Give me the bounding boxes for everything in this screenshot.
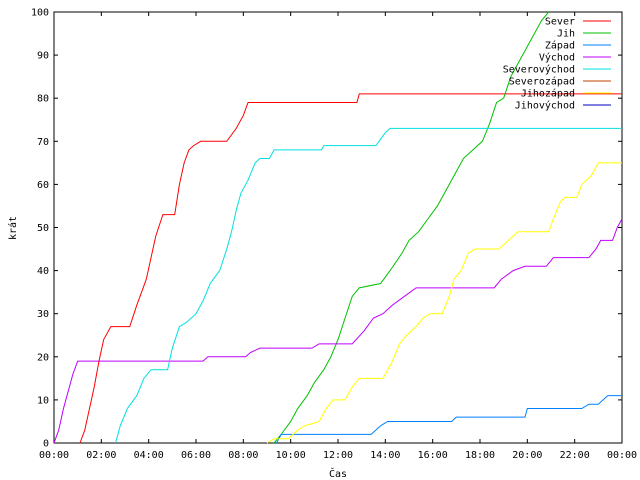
x-tick-label: 16:00 [418, 450, 448, 461]
legend: SeverJihZápadVýchodSeverovýchodSeverozáp… [503, 17, 611, 112]
legend-entry-label: Severovýchod [503, 64, 575, 76]
y-tick-label: 50 [37, 223, 49, 234]
x-tick-label: 14:00 [370, 450, 400, 461]
legend-entry-label: Severozápad [509, 76, 575, 88]
y-axis: 0 10 20 30 40 50 60 70 80 90 100 [31, 8, 622, 450]
y-tick-label: 60 [37, 180, 49, 191]
y-tick-label: 80 [37, 94, 49, 105]
x-tick-label: 06:00 [181, 450, 211, 461]
x-tick-label: 00:00 [39, 450, 69, 461]
series-line [266, 162, 622, 444]
y-tick-label: 10 [37, 395, 49, 406]
series-layer [53, 11, 623, 444]
series-line [115, 127, 622, 444]
legend-entry-label: Jihozápad [521, 88, 575, 100]
x-tick-label: 12:00 [323, 450, 353, 461]
x-tick-label: 10:00 [276, 450, 306, 461]
legend-entry-label: Jihovýchod [515, 100, 575, 112]
x-tick-label: 18:00 [465, 450, 495, 461]
x-tick-label: 00:00 [607, 450, 637, 461]
y-axis-label: krát [7, 216, 19, 240]
x-tick-label: 20:00 [512, 450, 542, 461]
series-line [79, 93, 622, 444]
x-tick-label: 02:00 [86, 450, 116, 461]
x-axis: 00:00 02:00 04:00 06:00 08:00 10:00 12:00 14:00… [39, 12, 637, 461]
y-tick-label: 90 [37, 51, 49, 62]
x-tick-label: 04:00 [134, 450, 164, 461]
legend-entry-label: Sever [545, 17, 575, 28]
y-tick-label: 100 [31, 8, 49, 19]
legend-entry-label: Jih [557, 29, 575, 40]
x-tick-label: 22:00 [560, 450, 590, 461]
y-tick-label: 0 [43, 439, 49, 450]
y-tick-label: 20 [37, 352, 49, 363]
series-line [273, 11, 550, 444]
y-tick-label: 70 [37, 137, 49, 148]
series-line [53, 218, 623, 444]
legend-entry-label: Východ [539, 52, 575, 64]
x-axis-label: Čas [329, 467, 347, 480]
legend-entry-label: Západ [545, 40, 575, 52]
y-tick-label: 40 [37, 266, 49, 277]
x-tick-label: 08:00 [228, 450, 258, 461]
y-tick-label: 30 [37, 309, 49, 320]
series-line [276, 395, 622, 444]
